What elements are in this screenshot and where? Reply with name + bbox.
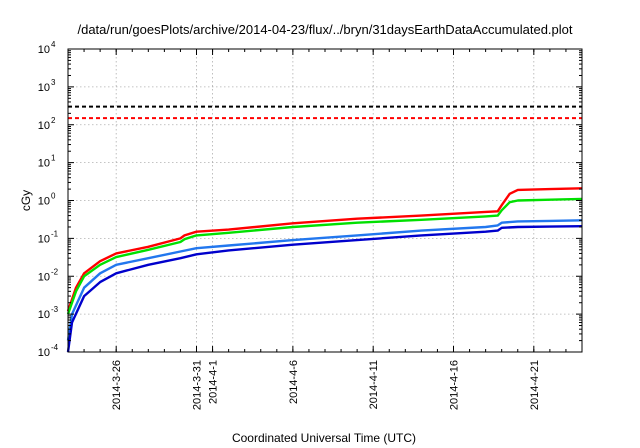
y-tick-exponent: 0 <box>51 192 56 201</box>
y-tick-label: 10-2 <box>38 267 59 283</box>
x-tick-label: 2014-4-1 <box>208 360 220 404</box>
x-tick-label: 2014-3-26 <box>111 360 123 410</box>
y-tick-label: 10-4 <box>38 343 59 359</box>
x-tick-label: 2014-4-11 <box>368 360 380 409</box>
y-tick-label: 103 <box>38 78 56 94</box>
series-line <box>66 187 583 312</box>
series-lines <box>66 187 583 353</box>
x-tick-label: 2014-4-16 <box>449 360 461 410</box>
y-axis-label: cGy <box>19 190 33 211</box>
y-tick-exponent: -2 <box>51 267 59 276</box>
grid <box>68 49 582 352</box>
y-tick-exponent: 4 <box>51 40 56 49</box>
y-tick-exponent: 2 <box>51 116 56 125</box>
y-tick-label: 101 <box>38 154 56 170</box>
series-line <box>66 197 583 315</box>
x-tick-label: 2014-4-21 <box>529 360 541 410</box>
x-tick-label: 2014-3-31 <box>192 360 204 410</box>
y-tick-label: 100 <box>38 192 56 208</box>
y-tick-label: 104 <box>38 40 56 56</box>
series-line <box>66 219 583 341</box>
series-line <box>66 225 583 353</box>
x-axis-label: Coordinated Universal Time (UTC) <box>232 431 416 445</box>
x-tick-label: 2014-4-6 <box>288 360 300 404</box>
y-tick-label: 10-3 <box>38 305 59 321</box>
threshold-lines <box>68 105 582 120</box>
y-tick-exponent: 1 <box>51 154 56 163</box>
y-tick-label: 102 <box>38 116 56 132</box>
y-tick-exponent: 3 <box>51 78 56 87</box>
chart-title: /data/run/goesPlots/archive/2014-04-23/f… <box>77 22 572 37</box>
y-tick-exponent: -4 <box>51 343 59 352</box>
y-tick-exponent: -1 <box>51 229 59 238</box>
x-axis: 2014-3-26 2014-3-31 2014-4-1 2014-4-6 2014-4… <box>83 49 567 410</box>
y-tick-exponent: -3 <box>51 305 59 314</box>
y-tick-label: 10-1 <box>38 229 59 245</box>
